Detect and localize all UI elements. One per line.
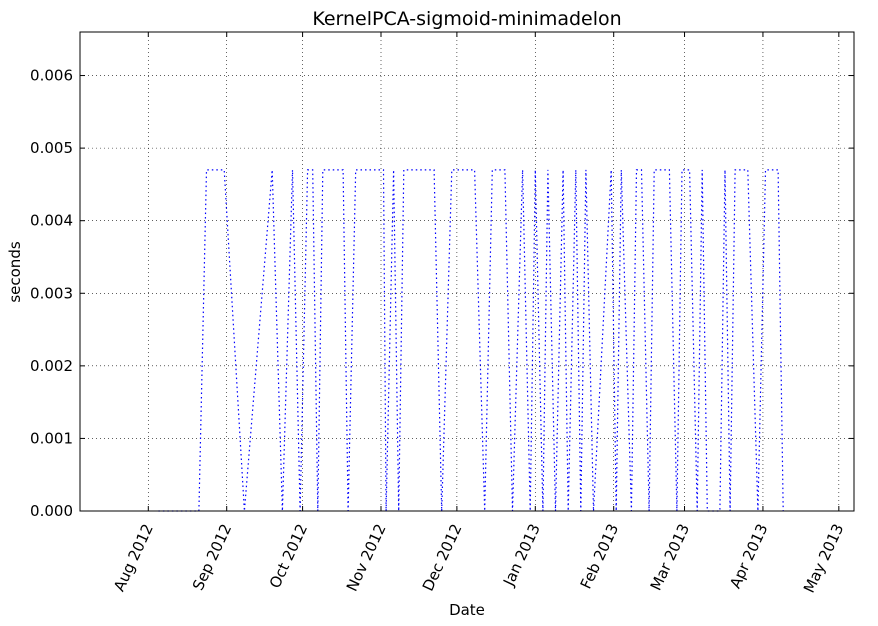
chart-title: KernelPCA-sigmoid-minimadelon: [312, 8, 621, 30]
y-tick-label: 0.004: [30, 212, 73, 230]
y-tick-label: 0.000: [30, 502, 73, 520]
y-tick-label: 0.005: [30, 139, 73, 157]
x-tick-labels: Aug 2012 Sep 2012 Oct 2012 Nov 2012 Dec 2012…: [110, 521, 847, 596]
x-tick-label: Mar 2013: [647, 521, 693, 593]
ticks: [80, 32, 854, 512]
x-tick-label: Nov 2012: [343, 521, 390, 594]
y-tick-label: 0.001: [30, 429, 73, 447]
y-tick-label: 0.003: [30, 284, 73, 302]
x-axis-label: Date: [449, 601, 485, 619]
x-tick-label: Dec 2012: [419, 521, 466, 594]
series-line: [158, 169, 784, 512]
x-tick-label: May 2013: [800, 521, 848, 596]
x-tick-label: Apr 2013: [726, 521, 771, 591]
grid: [80, 32, 854, 511]
x-tick-label: Feb 2013: [577, 521, 623, 592]
y-axis-label: seconds: [6, 241, 24, 302]
plot-frame: [79, 31, 855, 512]
y-tick-labels: 0.000 0.001 0.002 0.003 0.004 0.005 0.006: [30, 67, 73, 520]
y-tick-label: 0.006: [30, 67, 73, 85]
y-tick-label: 0.002: [30, 357, 73, 375]
x-tick-label: Jan 2013: [499, 521, 544, 589]
x-tick-label: Sep 2012: [189, 521, 235, 593]
x-tick-label: Oct 2012: [266, 521, 311, 591]
x-tick-label: Aug 2012: [110, 521, 157, 594]
